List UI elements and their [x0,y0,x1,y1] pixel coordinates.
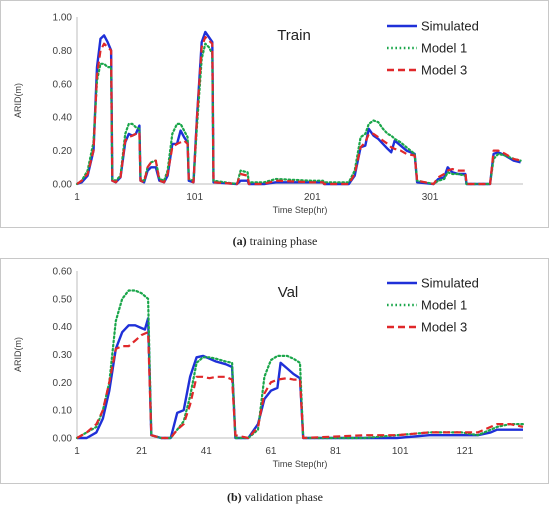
val-chart: 0.000.100.200.300.400.500.601 21 41 61 81 101… [13,267,525,469]
val-caption-text: validation phase [241,490,323,504]
val-y-tick-label: 0.10 [53,406,73,417]
train-caption-text: training phase [246,234,318,248]
val-caption: (b) validation phase [0,490,550,505]
val-chart-title: Val [278,284,299,301]
train-x-tick-label: 1 [74,192,80,203]
train-y-tick-label: 1.00 [53,13,73,24]
train-y-tick-label: 0.00 [53,180,73,191]
train-chart-frame: 0.00 0.20 0.40 0.60 0.80 1.00 1 101 201 301 Time S… [0,0,549,228]
train-legend-label-model-3: Model 3 [421,63,467,78]
val-x-tick-label: 81 [330,446,342,457]
val-x-tick-label: 121 [456,446,473,457]
val-x-tick-label: 101 [392,446,409,457]
train-caption: (a) training phase [0,234,550,249]
val-series-simulated [77,317,523,440]
val-y-tick-label: 0.30 [53,350,73,361]
train-x-axis-label: Time Step(hr) [273,205,328,215]
val-y-tick-label: 0.20 [53,378,73,389]
train-y-tick-label: 0.20 [53,146,73,157]
val-legend-label-simulated: Simulated [421,276,479,291]
val-x-tick-label: 61 [265,446,277,457]
train-legend-label-model-1: Model 1 [421,41,467,56]
val-x-tick-label: 41 [201,446,213,457]
val-legend-label-model-3: Model 3 [421,320,467,335]
train-series-model-3 [76,35,521,186]
train-y-tick-label: 0.40 [53,113,73,124]
val-x-axis-label: Time Step(hr) [273,459,328,469]
val-y-tick-label: 0.60 [53,267,73,278]
val-y-tick-label: 0.00 [53,434,73,445]
val-y-axis-label: ARID(m) [13,337,23,372]
val-series-model-1 [75,289,525,440]
val-x-tick-label: 21 [136,446,148,457]
train-x-tick-label: 301 [422,192,439,203]
train-legend-label-simulated: Simulated [421,19,479,34]
val-caption-letter: (b) [227,490,242,504]
val-chart-frame: 0.00 0.10 0.20 0.30 0.40 0.50 0.60 1 21 41 61 81 101… [0,258,549,484]
train-y-axis-label: ARID(m) [13,83,23,118]
val-series-model-3 [76,331,524,440]
train-y-tick-label: 0.60 [53,79,73,90]
train-chart: 0.00 0.20 0.40 0.60 0.80 1.00 1 101 201 301 Time S… [13,13,523,215]
train-y-tick-label: 0.80 [53,46,73,57]
train-caption-letter: (a) [232,234,247,248]
train-chart-title: Train [277,27,311,44]
val-y-tick-label: 0.50 [53,294,73,305]
train-x-tick-label: 101 [186,192,203,203]
train-x-tick-label: 201 [304,192,321,203]
val-y-tick-label: 0.40 [53,322,73,333]
val-x-tick-label: 1 [74,446,80,457]
val-legend-label-model-1: Model 1 [421,298,467,313]
